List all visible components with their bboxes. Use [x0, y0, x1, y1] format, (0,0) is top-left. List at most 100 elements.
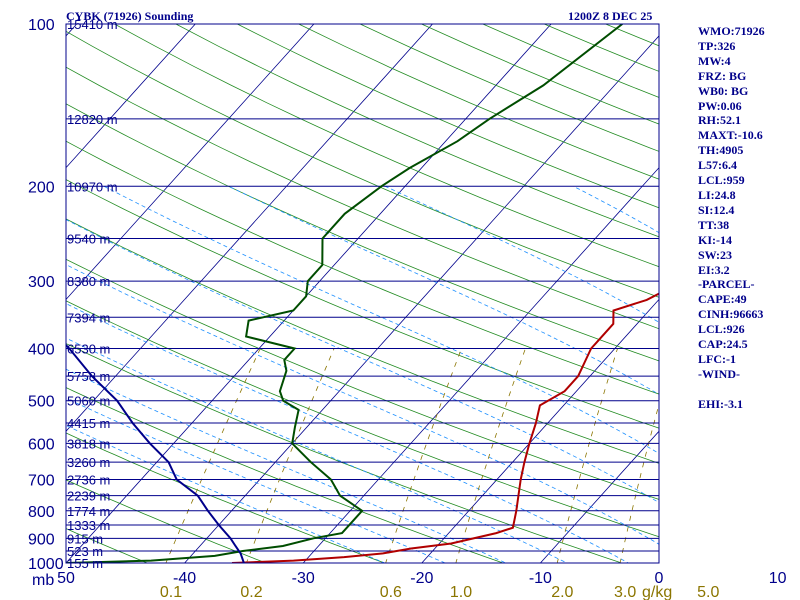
moist-adiabat-line — [228, 185, 659, 395]
mixing-ratio-line — [619, 402, 659, 563]
pressure-axis-labels: 100 200 300 400 500 600 700 800 900 1000 — [28, 17, 64, 573]
dry-adiabat-grid — [66, 24, 800, 574]
height-label: 9540 m — [67, 232, 110, 247]
dry-adiabat-line — [66, 343, 623, 563]
mixing-ratio-tick-label: 0.1 — [160, 584, 182, 600]
isotherm-line — [421, 298, 659, 563]
dry-adiabat-line — [66, 479, 267, 563]
height-label: 2239 m — [67, 489, 110, 504]
sounding-index: TP:326 — [698, 38, 736, 53]
mixing-ratio-line — [455, 348, 526, 563]
dry-adiabat-line — [66, 528, 149, 563]
moist-adiabat-line — [103, 185, 659, 454]
parcel-path-line — [66, 343, 245, 563]
dry-adiabat-line — [66, 179, 659, 429]
isotherm-line — [184, 35, 659, 563]
dry-adiabat-line — [66, 103, 659, 362]
temperature-profile-line — [231, 292, 659, 563]
valid-time: 1200Z 8 DEC 25 — [568, 9, 652, 23]
pressure-tick-label: 200 — [28, 179, 55, 196]
isotherm-grid — [66, 24, 800, 574]
pressure-tick-label: 100 — [28, 17, 55, 34]
mixing-ratio-line — [385, 348, 462, 563]
sounding-profiles — [66, 24, 659, 563]
moist-adiabat-line — [66, 303, 630, 563]
height-label: 2736 m — [67, 473, 110, 488]
plot-frame — [65, 23, 660, 564]
height-label: 10970 m — [67, 179, 118, 194]
isotherm-line — [66, 24, 77, 37]
height-label: 915 m — [67, 531, 103, 546]
sounding-index: CAP:24.5 — [698, 337, 748, 352]
temperature-tick-label: -40 — [173, 570, 196, 587]
isotherm-line — [767, 24, 800, 574]
sounding-index: TH:4905 — [698, 143, 744, 158]
pressure-tick-label: 600 — [28, 436, 55, 453]
sounding-index: EI:3.2 — [698, 262, 730, 277]
isotherm-line — [539, 430, 659, 563]
mixing-ratio-tick-label: 5.0 — [697, 584, 719, 600]
sounding-index — [698, 382, 765, 397]
isotherm-line — [66, 24, 433, 432]
pressure-tick-label: 1000 — [28, 556, 64, 573]
sounding-index: MW:4 — [698, 53, 731, 68]
height-label: 8380 m — [67, 274, 110, 289]
pressure-tick-label: 700 — [28, 473, 55, 490]
temperature-tick-label: -30 — [292, 570, 315, 587]
pressure-tick-label: 400 — [28, 342, 55, 359]
mixing-ratio-tick-label: 2.0 — [551, 584, 573, 600]
height-labels: 15410 m 12820 m 10970 m 9540 m 8380 m 7394 m 6… — [67, 17, 118, 571]
dry-adiabat-line — [66, 258, 659, 500]
moist-adiabat-grid — [66, 185, 800, 574]
sounding-indices-panel: WMO:71926 TP:326 MW:4 FRZ: BG WB0: BG PW:0.06… — [698, 24, 765, 412]
mixing-ratio-tick-label: 3.0 — [614, 584, 636, 600]
sounding-index: SW:23 — [698, 247, 733, 262]
sounding-index: TT:38 — [698, 217, 730, 232]
height-label: 3260 m — [67, 455, 110, 470]
dry-adiabat-line — [66, 387, 505, 563]
height-label: 6530 m — [67, 342, 110, 357]
dry-adiabat-line — [66, 140, 659, 395]
temperature-axis-labels: 50-40-30-20-10010203040C — [57, 570, 786, 587]
sounding-index: KI:-14 — [698, 232, 732, 247]
temperature-tick-label: -20 — [410, 570, 433, 587]
pressure-tick-label: 900 — [28, 531, 55, 548]
moist-adiabat-line — [762, 186, 800, 574]
height-label: 1333 m — [67, 518, 110, 533]
sounding-index: SI:12.4 — [698, 202, 735, 217]
sounding-index: -WIND- — [698, 366, 740, 381]
dry-adiabat-line — [66, 66, 659, 330]
moist-adiabat-line — [66, 264, 659, 545]
dry-adiabat-line — [66, 30, 659, 298]
mixing-ratio-unit-label: g/kg — [642, 584, 672, 600]
dry-adiabat-line — [66, 432, 386, 563]
height-label: 7394 m — [67, 310, 110, 325]
sounding-index: EHI:-3.1 — [698, 396, 743, 411]
sounding-index: MAXT:-10.6 — [698, 128, 763, 143]
mixing-ratio-line — [556, 348, 618, 563]
sounding-index: RH:52.1 — [698, 113, 741, 128]
sounding-index: -PARCEL- — [698, 277, 755, 292]
sounding-index: FRZ: BG — [698, 68, 747, 83]
moist-adiabat-line — [66, 368, 507, 563]
isotherm-line — [66, 24, 196, 169]
height-label: 5758 m — [67, 369, 110, 384]
pressure-unit-label: mb — [32, 572, 54, 589]
sounding-index: LCL:926 — [698, 322, 745, 337]
sounding-index: WB0: BG — [698, 83, 749, 98]
height-label: 5060 m — [67, 394, 110, 409]
sounding-index: LCL:959 — [698, 173, 745, 188]
station-title: CYBK (71926) Sounding — [66, 9, 193, 23]
dry-adiabat-line — [66, 218, 659, 464]
sounding-index: CINH:96663 — [698, 307, 764, 322]
dry-adiabat-line — [790, 24, 800, 574]
moist-adiabat-line — [66, 219, 659, 504]
height-label: 15410 m — [67, 17, 118, 32]
temperature-tick-label: 0 — [655, 570, 664, 587]
sounding-index: LFC:-1 — [698, 351, 736, 366]
isotherm-line — [66, 24, 315, 301]
isobar-grid — [66, 23, 659, 564]
height-label: 4415 m — [67, 416, 110, 431]
height-label: 155 m — [67, 556, 103, 571]
